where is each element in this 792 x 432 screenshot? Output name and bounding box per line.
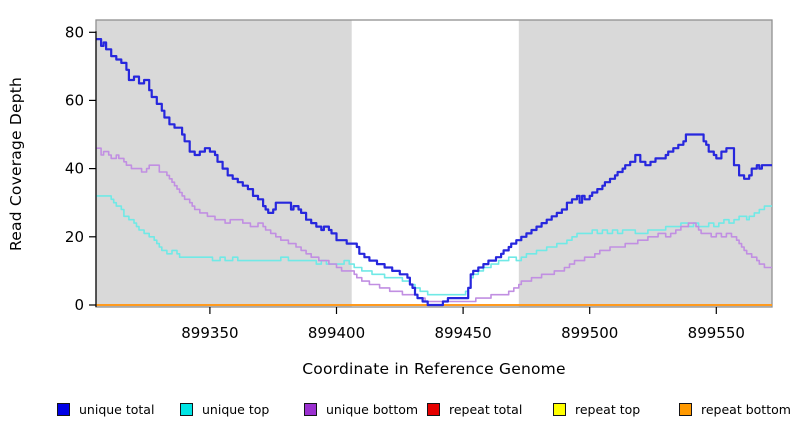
y-tick-label: 20 <box>65 228 84 246</box>
legend-label: repeat top <box>575 401 641 417</box>
legend-label: unique top <box>202 401 270 417</box>
y-tick-label: 60 <box>65 91 84 109</box>
y-tick-label: 0 <box>74 296 84 314</box>
legend-item-unique-total: unique total <box>57 398 154 420</box>
legend-swatch-unique-total <box>57 402 70 416</box>
legend-swatch-unique-bottom <box>304 402 317 416</box>
x-tick-label: 899400 <box>308 324 365 342</box>
legend-swatch-repeat-top <box>553 402 566 416</box>
legend: unique total unique top unique bottom re… <box>0 398 792 420</box>
y-axis-title: Read Coverage Depth <box>7 76 25 251</box>
x-tick-label: 899500 <box>561 324 618 342</box>
x-tick-label: 899450 <box>434 324 491 342</box>
legend-item-repeat-total: repeat total <box>427 398 522 420</box>
legend-label: unique bottom <box>326 401 419 417</box>
x-tick-label: 899550 <box>688 324 745 342</box>
series-line-unique-top <box>96 195 772 296</box>
legend-label: repeat total <box>449 401 523 417</box>
legend-swatch-unique-top <box>180 402 193 416</box>
y-tick-label: 80 <box>65 23 84 41</box>
x-axis-title: Coordinate in Reference Genome <box>302 360 566 378</box>
highlight-band <box>351 20 519 307</box>
y-tick-label: 40 <box>65 160 84 178</box>
x-tick-label: 899350 <box>181 324 238 342</box>
legend-item-repeat-top: repeat top <box>553 398 640 420</box>
series-line-unique-total <box>96 38 772 307</box>
series-line-unique-bottom <box>96 147 772 303</box>
legend-label: repeat bottom <box>701 401 791 417</box>
legend-swatch-repeat-bottom <box>679 402 692 416</box>
legend-label: unique total <box>79 401 155 417</box>
legend-item-unique-top: unique top <box>180 398 269 420</box>
legend-item-repeat-bottom: repeat bottom <box>679 398 791 420</box>
legend-swatch-repeat-total <box>427 402 440 416</box>
legend-item-unique-bottom: unique bottom <box>304 398 418 420</box>
